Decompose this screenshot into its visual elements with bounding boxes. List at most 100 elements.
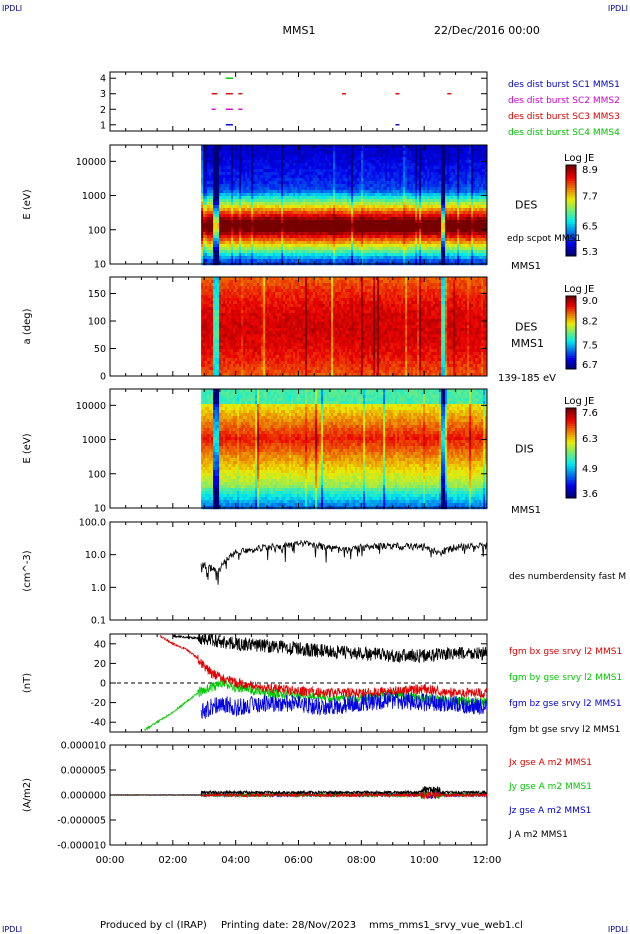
heat-cell (353, 190, 356, 194)
heat-cell (223, 184, 226, 188)
heat-cell (221, 202, 224, 206)
heat-cell (329, 151, 332, 155)
heat-cell (213, 151, 216, 155)
heat-cell (299, 190, 302, 194)
heat-cell (245, 184, 248, 188)
heat-cell (205, 241, 208, 245)
heat-cell (261, 160, 264, 164)
heat-cell (311, 172, 314, 176)
heat-cell (225, 193, 228, 197)
heat-cell (347, 169, 350, 173)
heat-cell (359, 235, 362, 239)
heat-cell (299, 235, 302, 239)
heat-cell (321, 148, 324, 152)
heat-cell (377, 253, 380, 257)
heat-cell (357, 184, 360, 188)
heat-cell (403, 238, 406, 242)
heat-cell (211, 193, 214, 197)
heat-cell (299, 259, 302, 263)
heat-cell (211, 145, 214, 149)
heat-cell (435, 181, 438, 185)
heat-cell (269, 211, 272, 215)
heat-cell (227, 244, 230, 248)
heat-cell (223, 163, 226, 167)
heat-cell (301, 259, 304, 263)
heat-cell (387, 184, 390, 188)
heat-cell (259, 247, 262, 251)
heat-cell (289, 223, 292, 227)
heat-cell (431, 229, 434, 233)
heat-cell (269, 145, 272, 149)
heat-cell (357, 145, 360, 149)
heat-cell (425, 232, 428, 236)
heat-cell (333, 211, 336, 215)
heat-cell (395, 160, 398, 164)
heat-cell (387, 178, 390, 182)
heat-cell (345, 154, 348, 158)
heat-cell (327, 172, 330, 176)
heat-cell (291, 181, 294, 185)
heat-cell (419, 151, 422, 155)
heat-cell (263, 214, 266, 218)
heat-cell (425, 157, 428, 161)
heat-cell (351, 178, 354, 182)
heat-cell (247, 148, 250, 152)
heat-cell (287, 163, 290, 167)
heat-cell (363, 232, 366, 236)
heat-cell (397, 172, 400, 176)
heat-cell (225, 217, 228, 221)
heat-cell (373, 256, 376, 260)
heat-cell (215, 244, 218, 248)
heat-cell (305, 241, 308, 245)
heat-cell (345, 253, 348, 257)
heat-cell (213, 169, 216, 173)
heat-cell (201, 160, 204, 164)
heat-cell (367, 145, 370, 149)
heat-cell (309, 199, 312, 203)
heat-cell (431, 160, 434, 164)
heat-cell (361, 208, 364, 212)
heat-cell (353, 163, 356, 167)
heat-cell (313, 259, 316, 263)
heat-cell (271, 148, 274, 152)
heat-cell (433, 172, 436, 176)
heat-cell (205, 163, 208, 167)
heat-cell (251, 175, 254, 179)
heat-cell (265, 220, 268, 224)
heat-cell (393, 208, 396, 212)
heat-cell (411, 244, 414, 248)
heat-cell (279, 244, 282, 248)
heat-cell (441, 175, 444, 179)
heat-cell (337, 208, 340, 212)
heat-cell (367, 148, 370, 152)
heat-cell (249, 232, 252, 236)
heat-cell (311, 181, 314, 185)
heat-cell (239, 259, 242, 263)
heat-cell (327, 190, 330, 194)
heat-cell (247, 259, 250, 263)
heat-cell (375, 202, 378, 206)
heat-cell (231, 196, 234, 200)
heat-cell (275, 250, 278, 254)
heat-cell (257, 232, 260, 236)
heat-cell (285, 190, 288, 194)
heat-cell (231, 190, 234, 194)
heat-cell (303, 199, 306, 203)
heat-cell (241, 244, 244, 248)
heat-cell (309, 241, 312, 245)
heat-cell (409, 145, 412, 149)
heat-cell (429, 214, 432, 218)
heat-cell (397, 181, 400, 185)
heat-cell (367, 253, 370, 257)
heat-cell (303, 169, 306, 173)
heat-cell (367, 229, 370, 233)
heat-cell (365, 193, 368, 197)
heat-cell (289, 181, 292, 185)
heat-cell (299, 160, 302, 164)
heat-cell (369, 175, 372, 179)
heat-cell (203, 208, 206, 212)
heat-cell (233, 184, 236, 188)
heat-cell (335, 151, 338, 155)
heat-cell (269, 178, 272, 182)
heat-cell (307, 184, 310, 188)
